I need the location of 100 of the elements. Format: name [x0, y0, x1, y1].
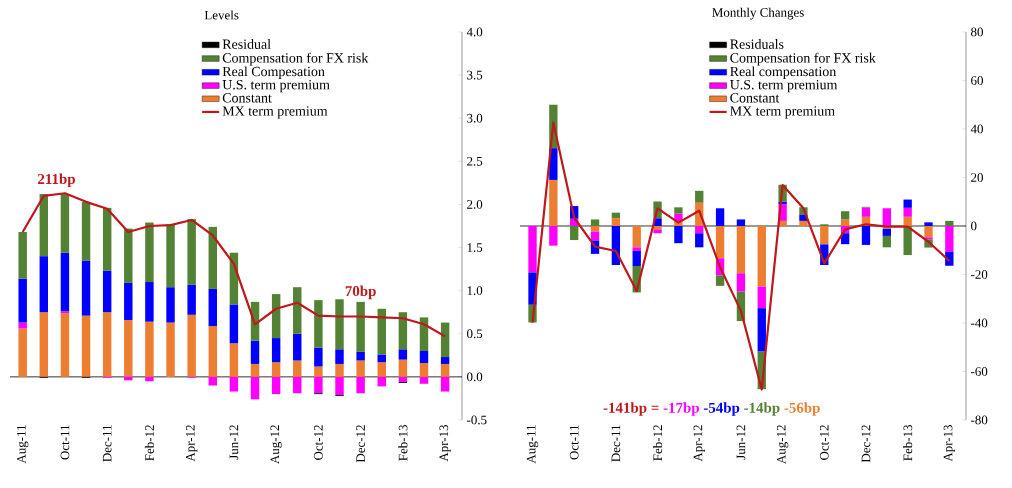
bar	[570, 225, 579, 241]
bar	[18, 232, 27, 279]
bar	[882, 235, 891, 248]
legend-label: Constant	[222, 93, 272, 103]
bar	[528, 225, 537, 273]
bar	[903, 199, 912, 208]
x-tick-label: Aug-11	[526, 425, 539, 464]
annotation: -14bp	[744, 402, 780, 416]
bar	[314, 300, 323, 348]
annotation: -141bp =	[603, 402, 659, 416]
bar	[398, 359, 408, 377]
bar	[861, 207, 871, 217]
bar	[166, 224, 175, 288]
x-tick-label: Feb-13	[398, 425, 408, 461]
bar	[440, 363, 450, 377]
bar	[419, 363, 429, 377]
bar	[145, 222, 154, 283]
bar	[440, 376, 450, 392]
annotation: -54bp	[703, 402, 740, 416]
bar	[440, 357, 450, 364]
bar	[377, 354, 386, 363]
y-tick-label: 60	[971, 76, 983, 85]
y-tick-label: 0.0	[467, 372, 483, 382]
bar	[736, 225, 746, 274]
bar	[335, 349, 344, 364]
bar	[419, 351, 429, 364]
y-tick-label: -60	[971, 367, 988, 376]
bar	[102, 312, 112, 377]
bar	[314, 366, 323, 377]
y-tick-label: -20	[971, 270, 988, 279]
bar	[674, 225, 683, 244]
bar	[590, 219, 600, 226]
bar	[590, 231, 600, 241]
bar	[715, 225, 725, 259]
x-tick-label: Aug-12	[270, 425, 282, 464]
bar	[736, 219, 746, 226]
bar	[39, 256, 49, 313]
y-tick-label: 20	[971, 173, 983, 182]
bar	[840, 219, 850, 226]
bar	[549, 225, 558, 246]
bar	[398, 376, 408, 383]
bar	[187, 284, 196, 315]
bar	[882, 208, 891, 226]
bar	[611, 218, 621, 226]
bar	[60, 194, 70, 253]
x-tick-label: Feb-12	[144, 425, 154, 461]
bar	[60, 252, 70, 312]
bar	[187, 219, 196, 285]
x-tick-label: Apr-12	[185, 425, 198, 462]
bar	[250, 376, 260, 400]
bar	[187, 314, 196, 377]
bar	[102, 207, 112, 271]
bar	[924, 225, 933, 238]
bar	[39, 194, 49, 257]
x-tick-label: Oct-12	[314, 425, 323, 460]
x-tick-label: Apr-12	[693, 425, 705, 462]
bar	[124, 282, 133, 320]
bar	[377, 362, 386, 377]
legend-label: Constant	[730, 93, 780, 103]
bar	[271, 338, 281, 363]
bar	[757, 286, 766, 309]
bar	[903, 225, 912, 256]
bar	[293, 333, 302, 361]
bar	[356, 376, 365, 394]
bar	[820, 225, 829, 245]
bar	[60, 313, 70, 377]
bar	[81, 315, 91, 377]
legend-label: Compensation for FX risk	[222, 52, 369, 66]
bar	[18, 328, 27, 377]
bar	[799, 220, 808, 226]
y-tick-label: -80	[971, 415, 988, 425]
bar	[398, 349, 408, 360]
x-tick-label: Apr-13	[943, 425, 955, 462]
bar	[166, 322, 175, 377]
bar	[882, 228, 891, 236]
legend-label: MX term premium	[222, 106, 328, 119]
x-tick-label: Dec-12	[356, 425, 365, 463]
bar	[166, 287, 175, 323]
bar	[695, 190, 704, 203]
bar	[695, 233, 704, 248]
bar	[945, 225, 954, 252]
bar	[39, 312, 49, 377]
x-tick-label: Jun-12	[736, 425, 746, 460]
y-tick-label: 80	[971, 27, 983, 37]
x-tick-label: Oct-11	[569, 425, 579, 460]
legend-label: U.S. term premium	[730, 80, 838, 93]
bar	[419, 376, 429, 384]
bar	[335, 376, 344, 395]
bar	[271, 376, 281, 395]
bar	[314, 347, 323, 367]
x-tick-label: Oct-11	[60, 425, 70, 460]
bar	[229, 304, 239, 344]
bar	[903, 207, 912, 217]
bar	[632, 247, 641, 251]
bar	[18, 322, 27, 329]
bar	[653, 229, 662, 234]
x-tick-label: Aug-12	[776, 425, 789, 464]
x-tick-label: Dec-11	[611, 425, 621, 462]
bar	[632, 250, 641, 266]
x-tick-label: Feb-13	[903, 425, 913, 461]
